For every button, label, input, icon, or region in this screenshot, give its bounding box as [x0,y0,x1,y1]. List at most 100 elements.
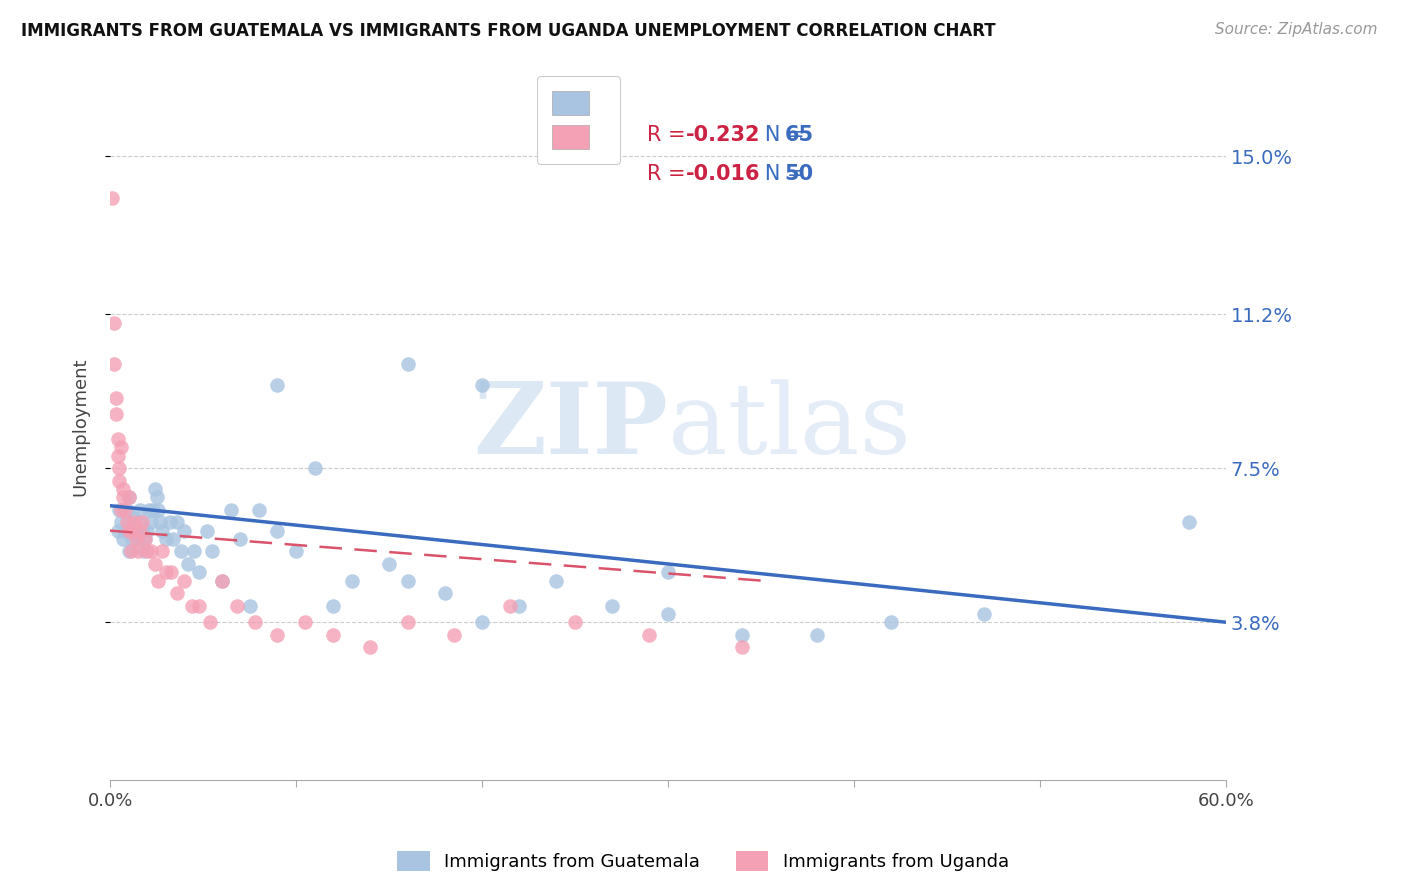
Text: N =: N = [745,125,811,145]
Point [211,574,233,588]
Point [110,441,132,455]
Point [108,461,131,475]
Point [731,628,754,642]
Point [973,607,995,621]
Point [107,524,129,538]
Point [125,532,148,546]
Point [166,516,188,530]
Point [238,599,260,613]
Point [200,615,222,630]
Point [188,566,211,580]
Point [143,482,166,496]
Point [162,532,184,546]
Point [433,586,456,600]
Point [180,599,202,613]
Point [138,503,160,517]
Point [103,316,125,330]
Point [150,524,173,538]
Text: atlas: atlas [668,379,911,475]
Text: IMMIGRANTS FROM GUATEMALA VS IMMIGRANTS FROM UGANDA UNEMPLOYMENT CORRELATION CHA: IMMIGRANTS FROM GUATEMALA VS IMMIGRANTS … [21,22,995,40]
Point [443,628,465,642]
Point [229,532,252,546]
Point [131,516,153,530]
Text: Source: ZipAtlas.com: Source: ZipAtlas.com [1215,22,1378,37]
Point [112,532,135,546]
Point [225,599,247,613]
Point [136,544,159,558]
Point [125,524,148,538]
Text: 50: 50 [785,164,814,184]
Text: 65: 65 [785,125,814,145]
Point [657,566,679,580]
Point [122,516,145,530]
Point [600,599,623,613]
Point [118,544,141,558]
Point [285,544,308,558]
Point [170,544,193,558]
Point [145,491,167,505]
Point [806,628,828,642]
Point [115,516,138,530]
Point [546,574,568,588]
Point [112,491,135,505]
Text: R =: R = [647,164,692,184]
Point [114,503,136,517]
Text: ZIP: ZIP [472,378,668,475]
Point [396,574,419,588]
Point [340,574,363,588]
Point [499,599,522,613]
Point [110,516,132,530]
Point [177,557,200,571]
Point [148,503,170,517]
Point [139,516,162,530]
Point [107,449,129,463]
Point [266,378,288,392]
Point [136,524,159,538]
Point [118,524,141,538]
Point [108,503,131,517]
Point [121,524,143,538]
Point [188,599,211,613]
Point [266,524,288,538]
Point [155,532,177,546]
Point [159,516,181,530]
Text: -0.016: -0.016 [686,164,761,184]
Point [121,532,143,546]
Point [118,491,141,505]
Point [160,566,183,580]
Point [173,574,195,588]
Point [322,628,344,642]
Point [127,532,149,546]
Point [155,566,177,580]
Point [107,432,129,446]
Point [219,503,242,517]
Point [471,615,494,630]
Point [322,599,344,613]
Point [166,586,188,600]
Point [304,461,326,475]
Point [294,615,316,630]
Point [211,574,233,588]
Point [183,544,205,558]
Point [114,524,136,538]
Point [112,482,135,496]
Point [122,511,145,525]
Point [378,557,401,571]
Point [657,607,679,621]
Y-axis label: Unemployment: Unemployment [72,358,89,496]
Legend: , : , [537,77,620,164]
Point [1177,516,1199,530]
Point [266,628,288,642]
Point [359,640,381,655]
Point [396,357,419,371]
Point [247,503,270,517]
Point [243,615,266,630]
Point [120,524,142,538]
Point [195,524,218,538]
Point [142,503,165,517]
Point [108,474,131,488]
Point [638,628,661,642]
Point [103,357,125,371]
Text: R =: R = [647,125,692,145]
Point [149,516,172,530]
